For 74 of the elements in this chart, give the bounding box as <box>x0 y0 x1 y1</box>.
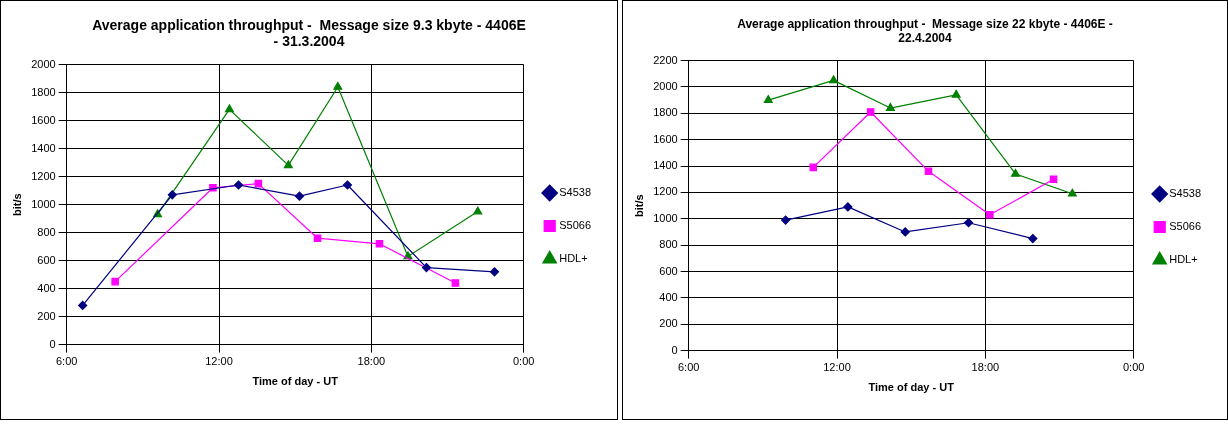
x-tick-label: 6:00 <box>677 361 700 374</box>
point <box>900 227 910 237</box>
y-tick-label: 1000 <box>653 211 678 224</box>
point <box>233 180 244 190</box>
y-axis-title: bit/s <box>10 193 23 216</box>
y-tick-label: 1000 <box>31 197 56 210</box>
point <box>986 211 994 219</box>
x-tick-label: 0:00 <box>1122 361 1145 374</box>
y-tick-label: 1600 <box>653 132 678 145</box>
y-tick-label: 1800 <box>31 85 56 98</box>
point <box>294 191 305 201</box>
point <box>780 215 791 225</box>
point <box>1011 168 1021 177</box>
point <box>1067 188 1077 197</box>
point <box>866 108 875 116</box>
y-tick-label: 800 <box>659 238 678 251</box>
y-tick-label: 1400 <box>31 141 56 154</box>
legend-label: S5066 <box>559 219 591 232</box>
y-tick-label: 200 <box>37 309 56 322</box>
point <box>421 263 432 273</box>
x-tick-label: 6:00 <box>55 355 78 368</box>
y-tick-label: 1800 <box>653 106 678 119</box>
point <box>333 81 343 90</box>
y-tick-label: 400 <box>659 290 678 303</box>
point <box>489 267 500 277</box>
point <box>1049 175 1058 184</box>
y-tick-label: 800 <box>37 225 56 238</box>
point <box>924 167 933 176</box>
y-tick-label: 600 <box>37 253 56 266</box>
y-tick-label: 2000 <box>653 79 678 92</box>
point <box>111 277 119 286</box>
legend-label: HDL+ <box>559 252 588 265</box>
point <box>167 190 177 200</box>
legend-label: S5066 <box>1169 220 1201 233</box>
point <box>313 234 322 242</box>
legend-label: S4538 <box>1169 187 1201 200</box>
y-tick-label: 1600 <box>31 113 56 126</box>
point <box>451 279 460 287</box>
point <box>885 102 895 111</box>
chart-title: Average application throughput - Message size 22 kbyte - 4406E - 22.4.2004 <box>736 17 1114 45</box>
point <box>283 160 293 169</box>
y-tick-label: 200 <box>659 317 678 330</box>
y-tick-label: 2000 <box>31 57 56 70</box>
point <box>473 206 483 215</box>
x-tick-label: 0:00 <box>512 355 535 368</box>
point <box>843 202 853 212</box>
x-tick-label: 18:00 <box>971 361 1000 374</box>
x-tick-label: 18:00 <box>357 355 386 368</box>
y-axis-title: bit/s <box>632 194 645 217</box>
point <box>78 300 88 310</box>
y-tick-label: 0 <box>671 343 678 356</box>
point <box>829 75 839 84</box>
y-tick-label: 600 <box>659 264 678 277</box>
point <box>763 95 773 103</box>
y-tick-label: 1400 <box>653 159 678 172</box>
x-axis-title: Time of day - UT <box>252 375 339 388</box>
y-tick-label: 0 <box>49 337 56 350</box>
x-tick-label: 12:00 <box>823 361 851 374</box>
point <box>224 104 234 113</box>
x-tick-label: 12:00 <box>205 355 233 368</box>
point <box>809 163 818 172</box>
point <box>375 240 384 248</box>
point <box>963 218 974 228</box>
x-axis-title: Time of day - UT <box>868 381 955 394</box>
point <box>342 180 353 190</box>
point <box>951 89 961 98</box>
point <box>1028 233 1038 244</box>
legend-label: HDL+ <box>1169 253 1198 266</box>
chart-title: Average application throughput - Message size 9.3 kbyte - 4406E - 31.3.2004 <box>91 17 527 49</box>
y-tick-label: 1200 <box>653 185 678 198</box>
y-tick-label: 1200 <box>31 169 56 182</box>
y-tick-label: 400 <box>37 281 56 294</box>
y-tick-label: 2200 <box>653 53 678 66</box>
legend-label: S4538 <box>559 186 591 199</box>
